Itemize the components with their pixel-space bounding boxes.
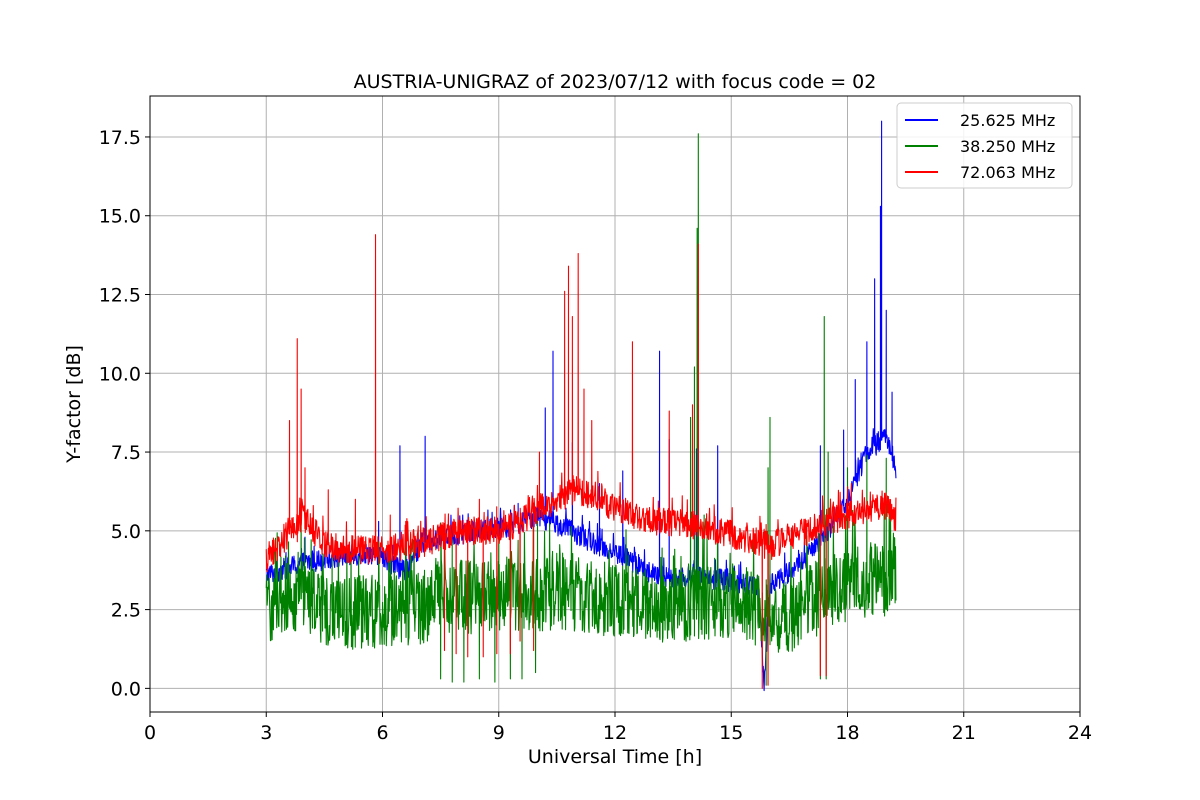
x-tick-label: 21 — [952, 722, 976, 744]
x-tick-label: 12 — [603, 722, 627, 744]
x-tick-label: 3 — [260, 722, 272, 744]
chart-title: AUSTRIA-UNIGRAZ of 2023/07/12 with focus… — [354, 71, 877, 93]
legend-label: 25.625 MHz — [960, 111, 1055, 130]
x-tick-label: 9 — [493, 722, 505, 744]
x-tick-label: 0 — [144, 722, 156, 744]
y-tick-label: 17.5 — [99, 127, 141, 149]
legend-box — [896, 102, 1073, 189]
series-layer — [265, 120, 897, 692]
y-tick-label: 2.5 — [111, 600, 141, 622]
y-tick-label: 10.0 — [99, 363, 141, 385]
x-tick-label: 15 — [719, 722, 743, 744]
legend-label: 72.063 MHz — [960, 163, 1055, 182]
legend: 25.625 MHz 38.250 MHz 72.063 MHz — [896, 102, 1073, 189]
series-line — [265, 234, 897, 689]
y-axis-label: Y-factor [dB] — [63, 345, 85, 464]
y-tick-label: 12.5 — [99, 285, 141, 307]
x-tick-label: 24 — [1068, 722, 1092, 744]
y-tick-label: 0.0 — [111, 678, 141, 700]
x-axis-label: Universal Time [h] — [528, 746, 702, 768]
y-tick-label: 5.0 — [111, 521, 141, 543]
y-tick-label: 15.0 — [99, 206, 141, 228]
y-axis: 0.0 2.5 5.0 7.5 10.0 12.5 15.0 17.5 — [99, 127, 150, 700]
y-tick-label: 7.5 — [111, 442, 141, 464]
x-tick-label: 18 — [835, 722, 859, 744]
series-line — [265, 133, 897, 686]
x-tick-label: 6 — [376, 722, 388, 744]
x-axis: 0 3 6 9 12 15 18 21 24 — [144, 712, 1092, 744]
legend-label: 38.250 MHz — [960, 137, 1055, 156]
